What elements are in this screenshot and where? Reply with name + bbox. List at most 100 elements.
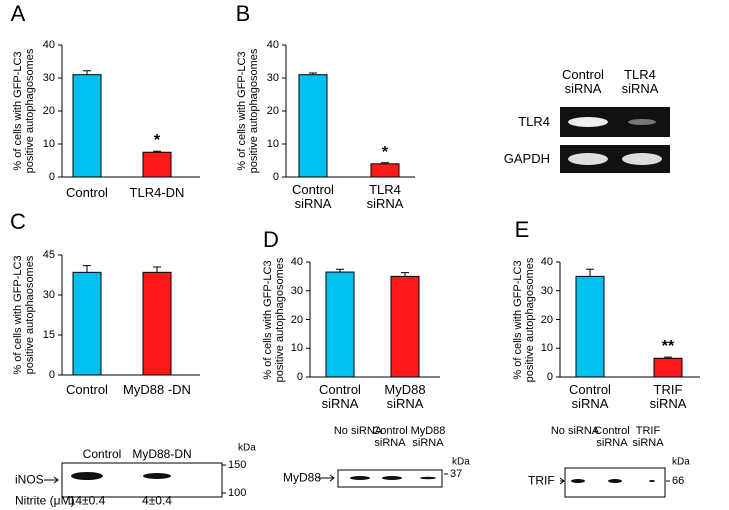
y-tick-label: 40 xyxy=(290,255,303,268)
error-bar xyxy=(336,268,344,273)
y-axis-label-line: % of cells with GFP-LC3 xyxy=(11,51,24,171)
error-bar xyxy=(586,268,594,277)
x-tick-label: MyD88 siRNA xyxy=(384,382,426,412)
unit-label: kDa xyxy=(452,456,470,468)
y-axis-label-line: positive autophagosomes xyxy=(524,257,536,383)
y-tick-label: 40 xyxy=(266,38,279,51)
x-tick-label: Control siRNA xyxy=(319,382,361,412)
error-bar xyxy=(401,272,409,277)
significance-mark: ** xyxy=(661,338,675,356)
lane-label: Control siRNA xyxy=(562,67,604,97)
error-bar xyxy=(664,356,672,359)
marker-label: 66 xyxy=(672,474,685,487)
y-tick-label: 10 xyxy=(540,342,553,355)
error-bar xyxy=(309,72,317,75)
x-tick-label: Control xyxy=(66,382,108,397)
panel-label: C xyxy=(10,208,26,234)
y-axis-label-line: % of cells with GFP-LC3 xyxy=(261,260,274,380)
lane-label: MyD88 siRNA xyxy=(410,425,446,450)
significance-mark: * xyxy=(381,144,389,161)
marker-label: 37 xyxy=(450,467,463,480)
lane-label: TLR4 siRNA xyxy=(621,67,659,97)
x-tick-label: Control siRNA xyxy=(292,182,334,212)
error-bar xyxy=(83,70,91,75)
y-tick-label: 20 xyxy=(266,104,279,117)
y-axis-label-line: % of cells with GFP-LC3 xyxy=(11,255,24,375)
panel-label: E xyxy=(514,216,530,242)
marker-label: 100 xyxy=(228,486,247,499)
y-axis-label-line: % of cells with GFP-LC3 xyxy=(511,260,524,380)
y-tick-label: 40 xyxy=(42,38,55,51)
error-bar xyxy=(83,265,91,273)
y-tick-label: 20 xyxy=(540,313,553,326)
y-tick-label: 0 xyxy=(296,370,303,383)
bar xyxy=(142,271,172,376)
row-label: MyD88 xyxy=(283,470,322,485)
x-tick-label: Control xyxy=(66,185,108,200)
y-tick-label: 30 xyxy=(42,71,55,84)
blot-box xyxy=(61,462,223,498)
row-arrow xyxy=(318,474,335,482)
y-tick-label: 30 xyxy=(540,284,553,297)
y-axis-label: % of cells with GFP-LC3 positive autophao… xyxy=(12,255,36,374)
y-tick-label: 40 xyxy=(540,255,553,268)
band xyxy=(568,117,608,127)
y-tick-label: 30 xyxy=(266,71,279,84)
bar xyxy=(72,74,102,178)
lane-label: MyD88-DN xyxy=(132,447,192,461)
band xyxy=(382,476,402,480)
y-tick-label: 45 xyxy=(42,248,55,261)
y-tick-label: 0 xyxy=(48,170,55,183)
x-tick-label: Control siRNA xyxy=(569,382,611,412)
y-axis-label-line: positive autophagosomes xyxy=(24,48,36,174)
row-arrow xyxy=(559,477,565,485)
row-label: GAPDH xyxy=(503,150,550,166)
row-label: iNOS xyxy=(15,472,44,487)
significance-mark: * xyxy=(153,132,161,150)
bar xyxy=(653,357,683,378)
y-axis-label: % of cells with GFP-LC3 positive autophag… xyxy=(236,49,260,174)
bar xyxy=(298,74,328,178)
y-tick-label: 10 xyxy=(290,342,303,355)
bar xyxy=(575,275,605,378)
lane-label: No siRNA xyxy=(550,425,600,437)
y-tick-label: 10 xyxy=(266,137,279,150)
bar xyxy=(325,271,355,378)
band xyxy=(420,476,436,480)
band xyxy=(568,153,608,165)
bar xyxy=(72,271,102,376)
error-bar xyxy=(153,266,161,273)
lane-label: Control xyxy=(82,447,122,461)
lane-label: No siRNA xyxy=(333,425,383,437)
y-tick-label: 0 xyxy=(48,368,55,381)
row-label: TRIF xyxy=(528,473,555,488)
nitrite-label: Nitrite (μM) xyxy=(15,493,75,508)
panel-label: B xyxy=(235,0,251,26)
band xyxy=(649,480,655,482)
lane-label: TRIF siRNA xyxy=(632,425,664,450)
y-tick-label: 10 xyxy=(42,137,55,150)
row-label: TLR4 xyxy=(518,113,550,129)
nitrite-value: 14±0.4 xyxy=(68,493,106,508)
panel-label: A xyxy=(10,0,26,26)
band xyxy=(71,472,103,480)
bar xyxy=(390,275,420,378)
y-tick-label: 20 xyxy=(42,104,55,117)
band xyxy=(143,473,171,479)
y-axis-label-line: positive autophagosomes xyxy=(274,257,286,383)
row-arrow xyxy=(44,476,59,484)
band xyxy=(350,476,370,480)
band xyxy=(622,153,662,165)
error-bar xyxy=(153,150,161,153)
y-tick-label: 0 xyxy=(272,170,279,183)
y-axis-label: % of cells with GFP-LC3 positive autophag… xyxy=(12,49,36,174)
lane-label: Control siRNA xyxy=(594,425,630,450)
band xyxy=(608,479,622,483)
bar xyxy=(142,151,172,178)
y-tick-label: 30 xyxy=(42,288,55,301)
y-tick-label: 0 xyxy=(546,370,553,383)
x-tick-label: TLR4 siRNA xyxy=(366,182,404,212)
y-tick-label: 15 xyxy=(42,328,55,341)
band xyxy=(628,119,656,125)
